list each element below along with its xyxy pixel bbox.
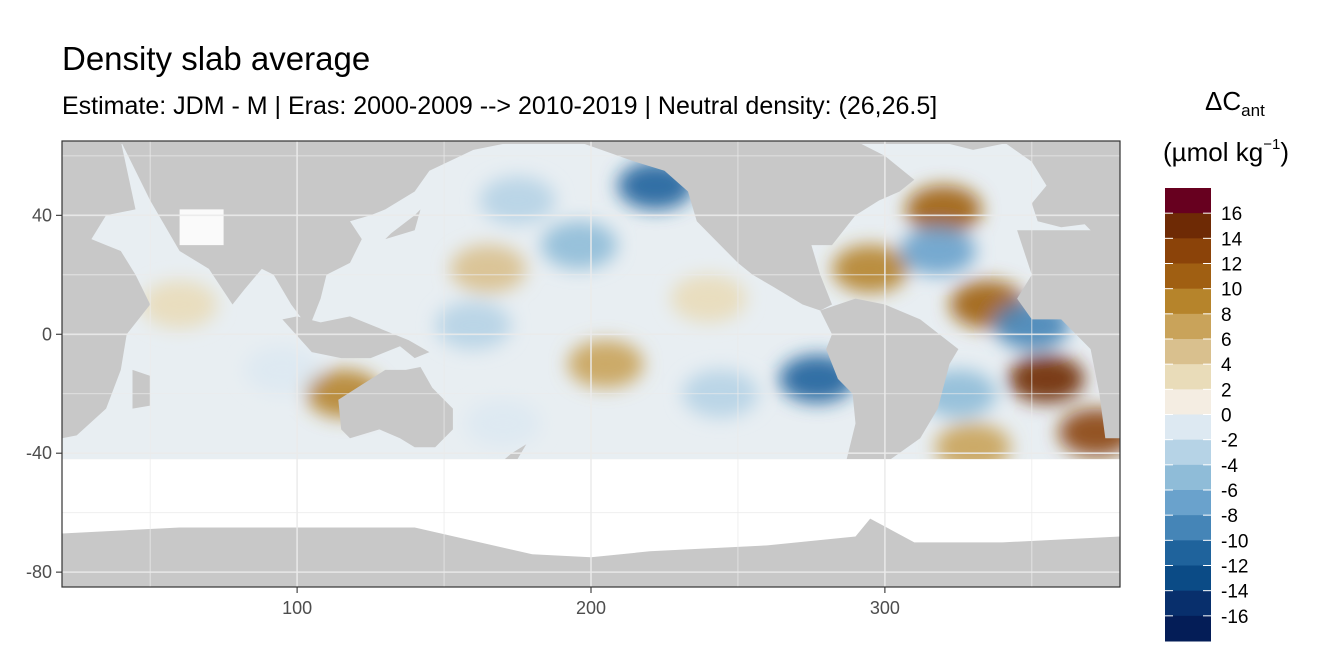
field-patch [464,399,541,448]
chart-title: Density slab average [62,40,371,77]
south-america-landmass [820,298,959,498]
field-patch [450,244,527,293]
inland-no-data [179,209,224,246]
legend-label: -14 [1221,582,1249,603]
legend-label: -16 [1221,607,1248,628]
field-patch [479,176,556,225]
y-tick-label: 40 [32,205,52,225]
legend-swatch [1165,188,1211,214]
x-tick-label: 100 [282,598,312,618]
legend-swatch [1165,339,1211,365]
indonesia-islands [282,316,430,359]
legend-swatch [1165,565,1211,592]
legend-label: -12 [1221,557,1248,578]
legend-title-symbol: ΔC [1205,86,1242,116]
legend-title: ΔCant [1205,86,1265,121]
x-tick-label: 300 [870,598,900,618]
field-patch [1008,354,1085,403]
legend-swatch [1165,238,1211,264]
legend-label: 2 [1221,380,1232,401]
legend-swatch [1165,464,1211,491]
map-panel [62,141,1120,587]
color-legend: 16 14 12 10 8 6 4 2 0 -2 -4 -6 -8 -10 -12 -14 -16 [1165,188,1249,642]
legend-swatch [1165,213,1211,239]
field-patch [567,340,644,388]
australia-landmass [338,367,453,448]
field-patch [832,244,909,293]
legend-title-subscript: ant [1241,101,1265,120]
europe-landmass [1002,141,1120,246]
field-patch [899,227,976,276]
greenland-landmass [937,141,1018,150]
asia-landmass [120,141,518,329]
legend-swatch [1165,615,1211,642]
legend-swatch [1165,515,1211,541]
y-tick-label: -80 [26,562,52,582]
legend-label: -6 [1221,481,1238,502]
legend-swatch [1165,364,1211,390]
field-patch [670,274,747,323]
legend-label: -8 [1221,506,1238,527]
legend-swatch [1165,288,1211,315]
legend-label: -4 [1221,456,1238,477]
field-patch [541,221,618,270]
grid-lines [62,141,1120,587]
field-patch [435,301,512,350]
legend-swatch [1165,590,1211,617]
legend-label: -10 [1221,531,1248,552]
x-tick-label: 200 [576,598,606,618]
legend-label: -2 [1221,431,1238,452]
legend-label: 6 [1221,330,1232,351]
legend-label: 4 [1221,355,1232,376]
legend-swatch [1165,313,1211,340]
field-patches [141,161,1120,472]
africa-east-wrap [1017,230,1120,439]
field-patch [244,345,321,394]
field-patch [905,185,982,234]
legend-label: 14 [1221,229,1243,250]
legend-swatch [1165,263,1211,290]
legend-label: 8 [1221,305,1232,326]
legend-swatch [1165,414,1211,441]
field-patch [1058,408,1120,457]
legend-swatch [1165,389,1211,415]
legend-swatch [1165,439,1211,466]
legend-unit-suffix: ) [1280,137,1289,167]
north-america-landmass [576,141,915,311]
legend-unit: (µmol kg−1) [1163,136,1289,168]
legend-swatch [1165,490,1211,516]
legend-label: 0 [1221,406,1232,427]
legend-label: 16 [1221,204,1242,225]
chart-subtitle: Estimate: JDM - M | Eras: 2000-2009 --> … [62,92,938,120]
legend-label: 10 [1221,280,1242,301]
y-tick-label: -40 [26,443,52,463]
y-tick-label: 0 [42,324,52,344]
legend-swatch [1165,540,1211,566]
madagascar [132,369,151,409]
legend-unit-prefix: (µmol kg [1163,137,1264,167]
field-patch [141,280,218,329]
legend-unit-superscript: −1 [1263,136,1281,153]
japan [385,209,421,240]
legend-label: 12 [1221,255,1242,276]
